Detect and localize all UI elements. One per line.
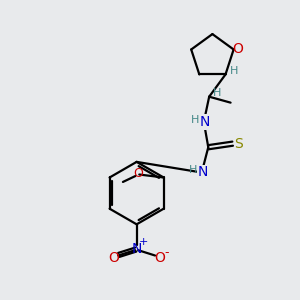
Text: H: H xyxy=(189,165,197,175)
Text: S: S xyxy=(234,137,243,151)
Text: O: O xyxy=(154,251,165,265)
Text: O: O xyxy=(232,43,243,56)
Text: N: N xyxy=(198,166,208,179)
Text: N: N xyxy=(200,115,211,129)
Text: O: O xyxy=(108,251,119,265)
Text: H: H xyxy=(213,88,222,98)
Text: -: - xyxy=(164,246,169,259)
Text: N: N xyxy=(131,242,142,256)
Text: H: H xyxy=(191,115,200,124)
Text: +: + xyxy=(139,237,148,247)
Text: O: O xyxy=(133,167,143,179)
Text: H: H xyxy=(230,66,238,76)
